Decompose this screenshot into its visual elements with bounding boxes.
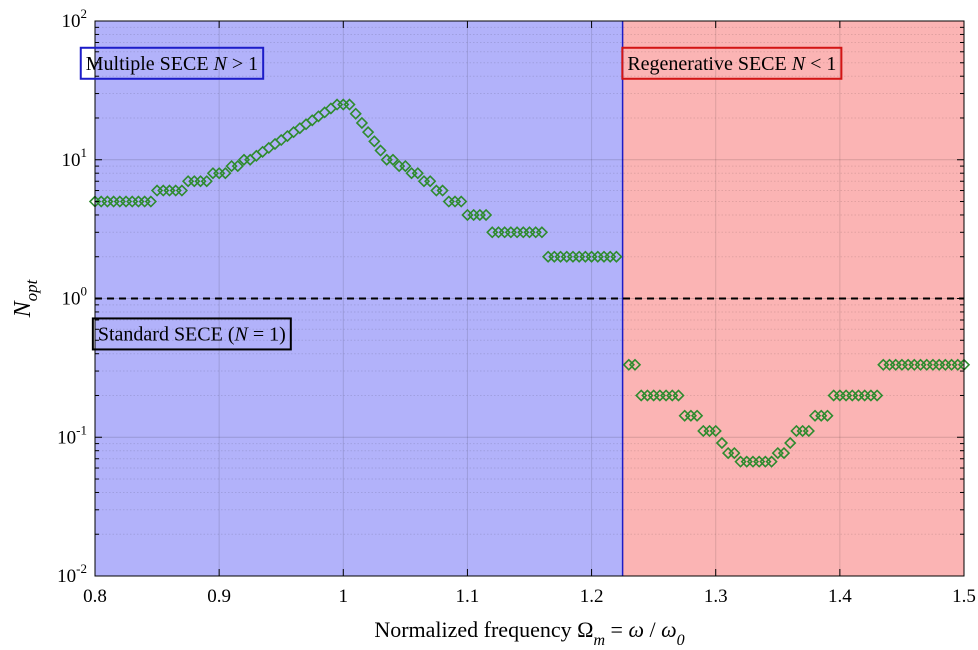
data-point xyxy=(219,167,232,180)
data-point xyxy=(802,424,815,438)
y-tick-base: 10 xyxy=(62,289,81,310)
data-point xyxy=(777,446,791,460)
x-tick-label: 0.9 xyxy=(207,586,231,607)
y-tick-label: 10-2 xyxy=(57,561,87,587)
y-tick-base: 10 xyxy=(62,11,81,32)
data-point xyxy=(411,167,424,180)
x-tick-label: 1.1 xyxy=(456,586,480,607)
y-tick-label: 100 xyxy=(62,284,88,310)
annotation-part: > 1 xyxy=(227,53,258,75)
y-tick-exponent: 0 xyxy=(81,284,88,299)
y-tick-label: 10-1 xyxy=(57,422,87,448)
data-point xyxy=(479,208,493,222)
y-tick-base: 10 xyxy=(57,427,76,448)
data-point xyxy=(349,107,362,120)
data-point xyxy=(144,195,157,208)
data-point xyxy=(175,184,189,197)
data-point xyxy=(870,389,884,402)
x-axis-label: Normalized frequency Ωm = ω / ω0 xyxy=(374,617,684,649)
y-tick-label: 101 xyxy=(62,145,88,171)
x-label-subscript0: 0 xyxy=(677,632,685,649)
x-tick-label: 1.3 xyxy=(704,586,728,607)
annotation-text-0: Multiple SECE N > 1 xyxy=(86,53,258,75)
data-point xyxy=(784,436,797,450)
x-label-omega0: ω xyxy=(661,617,677,642)
data-point xyxy=(399,159,412,173)
annotation-box-1 xyxy=(91,317,292,351)
data-point xyxy=(374,144,387,157)
x-label-symbol: Ω xyxy=(577,617,593,642)
y-tick-exponent: 1 xyxy=(81,145,88,160)
data-markers xyxy=(88,98,971,468)
x-tick-label: 1.2 xyxy=(580,586,604,607)
x-tick-label: 1.5 xyxy=(952,586,976,607)
y-tick-label: 102 xyxy=(62,6,88,32)
y-axis-label: Nopt xyxy=(10,278,41,318)
annotation-part: < 1 xyxy=(805,53,836,75)
data-point xyxy=(672,389,685,402)
data-point xyxy=(424,175,437,188)
annotation-part: N xyxy=(234,323,250,345)
x-label-text: Normalized frequency xyxy=(374,617,577,642)
annotation-part: Standard SECE ( xyxy=(98,323,235,345)
x-label-eq: = xyxy=(605,617,628,642)
annotation-part: N xyxy=(791,53,807,75)
data-point xyxy=(343,98,356,111)
data-point xyxy=(765,455,778,468)
data-point xyxy=(821,409,834,422)
data-point xyxy=(455,195,468,208)
data-point xyxy=(690,409,704,422)
y-tick-base: 10 xyxy=(62,150,81,171)
annotation-box-0 xyxy=(79,46,265,80)
annotation-part: N xyxy=(213,53,229,75)
annotation-part: Multiple SECE xyxy=(86,53,214,75)
y-tick-exponent: 2 xyxy=(81,6,88,21)
data-point xyxy=(368,135,381,148)
data-point xyxy=(715,436,729,450)
data-point xyxy=(709,424,722,438)
data-point xyxy=(610,250,623,263)
x-tick-labels: 0.8 0.9 1 1.1 1.2 1.3 1.4 1.5 xyxy=(83,586,976,607)
data-point xyxy=(728,446,741,460)
axes xyxy=(94,20,965,577)
annotation-box-2 xyxy=(621,46,843,80)
y-tick-base: 10 xyxy=(57,566,76,587)
x-label-subscript: m xyxy=(593,632,605,649)
annotation-text-1: Standard SECE (N = 1) xyxy=(98,323,286,345)
data-point xyxy=(200,175,213,188)
x-tick-label: 0.8 xyxy=(83,586,107,607)
y-label-subscript: opt xyxy=(22,278,41,301)
data-point xyxy=(355,116,369,130)
y-tick-exponent: -2 xyxy=(76,561,87,576)
data-point xyxy=(628,358,642,371)
data-point xyxy=(436,184,449,197)
data-point xyxy=(535,226,549,239)
x-tick-label: 1.4 xyxy=(828,586,852,607)
x-label-omega: ω xyxy=(628,617,644,642)
annotation-text-2: Regenerative SECE N < 1 xyxy=(627,53,836,75)
y-tick-exponent: -1 xyxy=(76,422,87,437)
data-point xyxy=(386,153,400,166)
x-tick-label: 1 xyxy=(339,586,349,607)
x-label-slash: / xyxy=(644,617,661,642)
data-point xyxy=(231,159,244,173)
data-point xyxy=(361,126,375,139)
annotation-part: = 1) xyxy=(248,323,286,345)
y-label-text: N xyxy=(10,299,36,318)
annotation-part: Regenerative SECE xyxy=(627,53,791,75)
